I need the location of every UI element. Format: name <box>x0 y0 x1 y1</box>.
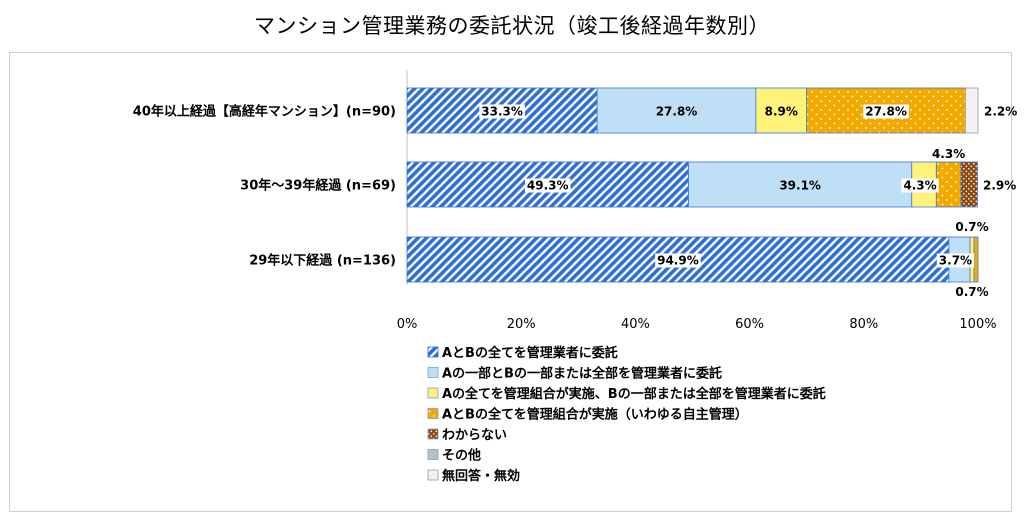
data-label: 4.3% <box>901 178 939 193</box>
legend-item: AとBの全てを管理組合が実施（いわゆる自主管理） <box>427 407 748 423</box>
x-tick-label: 60% <box>735 317 764 332</box>
svg-text:2.9%: 2.9% <box>983 179 1016 193</box>
category-label: 29年以下経過 (n=136) <box>249 253 396 269</box>
x-tick-label: 100% <box>959 317 996 332</box>
legend-item: 無回答・無効 <box>427 468 520 484</box>
data-label: 2.9% <box>983 179 1016 193</box>
bar-segment--row0 <box>965 87 979 134</box>
svg-text:0.7%: 0.7% <box>955 220 988 234</box>
data-label: 8.9% <box>765 105 798 119</box>
legend-label: その他 <box>442 448 481 464</box>
data-label: 33.3% <box>479 104 525 119</box>
data-label: 49.3% <box>524 178 571 193</box>
x-tick-label: 40% <box>621 317 650 332</box>
legend-item: わからない <box>427 428 507 443</box>
legend-swatch <box>427 469 439 481</box>
legend-item: Aの全てを管理組合が実施、Bの一部または全部を管理業者に委託 <box>427 386 826 402</box>
svg-text:0.7%: 0.7% <box>955 285 988 299</box>
legend-swatch <box>427 449 439 460</box>
legend-label: AとBの全てを管理業者に委託 <box>442 345 618 361</box>
legend-swatch <box>427 387 439 399</box>
legend-label: AとBの全てを管理組合が実施（いわゆる自主管理） <box>442 407 748 423</box>
legend-swatch <box>427 428 439 440</box>
bar-segment-a-b-row2 <box>973 236 979 283</box>
svg-text:27.8%: 27.8% <box>656 105 698 119</box>
svg-text:3.7%: 3.7% <box>939 254 972 268</box>
legend-label: わからない <box>442 428 507 443</box>
x-tick-label: 80% <box>849 317 878 332</box>
data-label: 2.2% <box>984 105 1017 119</box>
legend-swatch <box>427 346 439 358</box>
legend-swatch <box>427 367 439 378</box>
data-label: 0.7% <box>955 220 988 234</box>
category-label: 30年～39年経過 (n=69) <box>240 178 396 194</box>
bar-segment-a-b-row0 <box>596 87 757 134</box>
svg-text:39.1%: 39.1% <box>779 179 821 193</box>
data-label: 27.8% <box>863 104 909 119</box>
data-label: 4.3% <box>932 147 965 161</box>
data-label: 39.1% <box>779 179 821 193</box>
legend-item: その他 <box>427 448 481 464</box>
svg-text:27.8%: 27.8% <box>865 105 907 119</box>
svg-text:8.9%: 8.9% <box>765 105 798 119</box>
legend-item: AとBの全てを管理業者に委託 <box>427 345 618 361</box>
chart-frame <box>9 52 1012 512</box>
data-label: 3.7% <box>936 253 975 268</box>
bar-segment-a-b-row1 <box>935 161 962 208</box>
chart-title: マンション管理業務の委託状況（竣工後経過年数別） <box>254 14 770 38</box>
svg-text:33.3%: 33.3% <box>481 105 523 119</box>
svg-text:4.3%: 4.3% <box>903 179 936 193</box>
data-label: 94.9% <box>655 253 701 268</box>
svg-text:94.9%: 94.9% <box>657 254 699 268</box>
legend-label: Aの全てを管理組合が実施、Bの一部または全部を管理業者に委託 <box>442 386 826 402</box>
x-tick-label: 20% <box>507 317 536 332</box>
svg-text:49.3%: 49.3% <box>527 179 569 193</box>
legend-label: 無回答・無効 <box>442 468 520 484</box>
data-label: 0.7% <box>955 285 988 299</box>
svg-text:2.2%: 2.2% <box>984 105 1017 119</box>
legend-item: Aの一部とBの一部または全部を管理業者に委託 <box>427 366 722 382</box>
data-label: 27.8% <box>656 105 698 119</box>
svg-text:4.3%: 4.3% <box>932 147 965 161</box>
bar-segment--row1 <box>960 161 978 208</box>
legend-label: Aの一部とBの一部または全部を管理業者に委託 <box>442 366 722 382</box>
legend-swatch <box>427 408 439 419</box>
category-label: 40年以上経過【高経年マンション】(n=90) <box>133 104 396 120</box>
x-tick-label: 0% <box>397 317 418 332</box>
